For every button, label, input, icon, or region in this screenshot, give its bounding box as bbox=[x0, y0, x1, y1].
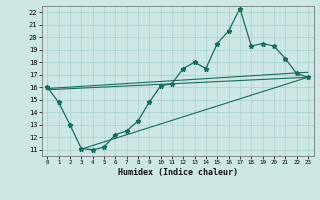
X-axis label: Humidex (Indice chaleur): Humidex (Indice chaleur) bbox=[118, 168, 237, 177]
